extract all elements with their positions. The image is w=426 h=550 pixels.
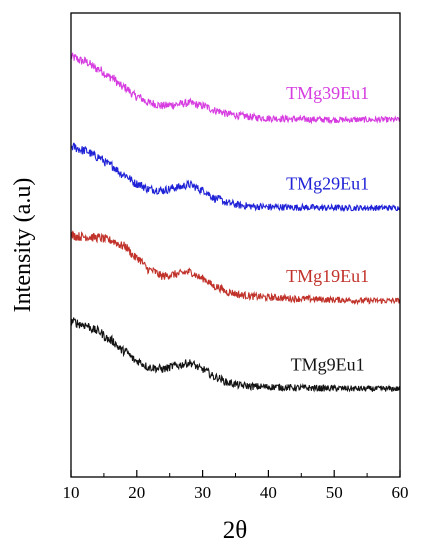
labels-layer: TMg39Eu1 TMg29Eu1 TMg19Eu1 TMg9Eu1 <box>286 83 369 374</box>
x-tick-label: 20 <box>128 483 145 502</box>
ticks-layer: 10 20 30 40 50 60 <box>63 470 409 502</box>
series-label-tmg39eu1: TMg39Eu1 <box>286 83 369 103</box>
x-tick-label: 30 <box>194 483 211 502</box>
series-line-tmg9eu1 <box>70 317 401 393</box>
x-tick-label: 60 <box>392 483 409 502</box>
x-axis-title: 2θ <box>223 517 247 544</box>
series-label-tmg9eu1: TMg9Eu1 <box>291 354 365 374</box>
series-line-tmg29eu1 <box>70 142 401 213</box>
series-label-tmg19eu1: TMg19Eu1 <box>286 266 369 286</box>
series-label-tmg29eu1: TMg29Eu1 <box>286 173 369 193</box>
x-tick-label: 50 <box>326 483 343 502</box>
y-axis-title: Intensity (a.u) <box>10 178 36 313</box>
series-line-tmg39eu1 <box>70 52 401 125</box>
x-tick-label: 40 <box>260 483 277 502</box>
series-line-tmg19eu1 <box>70 230 401 306</box>
x-tick-label: 10 <box>63 483 80 502</box>
series-layer <box>70 52 401 393</box>
